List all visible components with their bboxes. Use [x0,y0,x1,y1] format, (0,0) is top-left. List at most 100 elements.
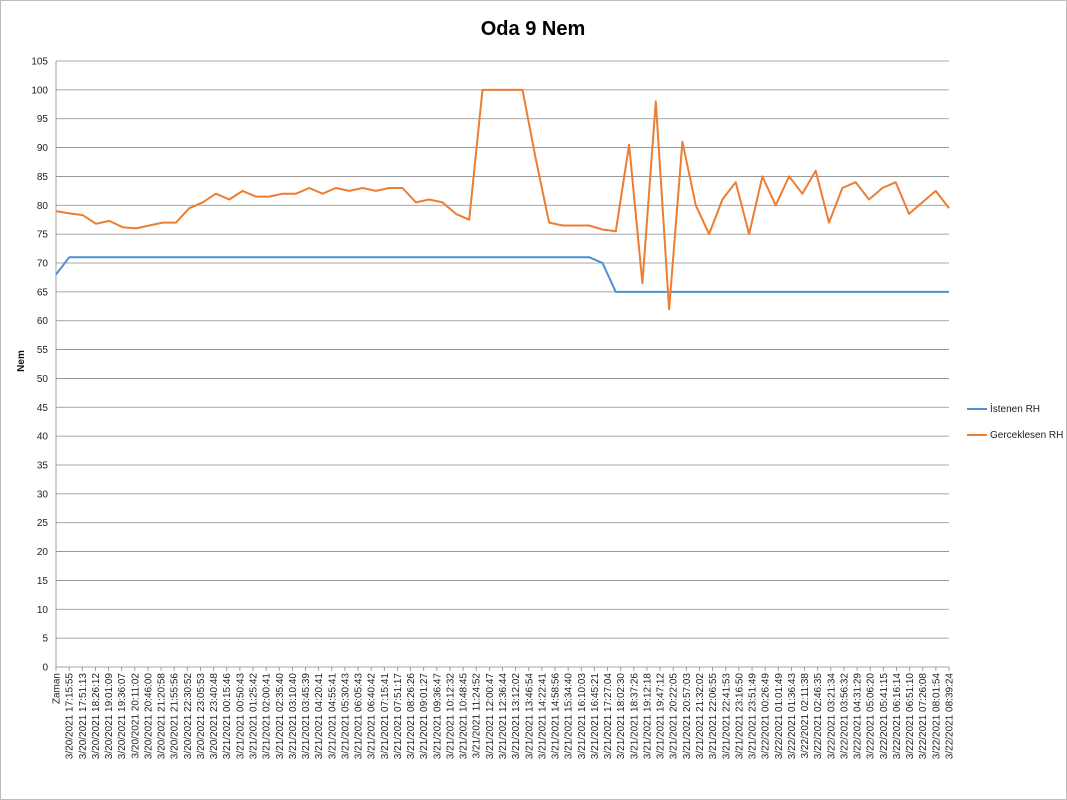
x-tick-label: 3/21/2021 12:00:47 [485,673,496,760]
y-tick-label: 65 [37,287,49,298]
y-tick-label: 80 [37,201,49,212]
x-tick-label: 3/20/2021 20:46:00 [143,673,154,760]
y-tick-label: 60 [37,316,49,327]
legend-label-istenen: İstenen RH [990,402,1040,415]
y-tick-label: 15 [37,576,49,587]
x-tick-label: 3/21/2021 11:24:52 [472,673,483,759]
x-tick-label: 3/22/2021 06:16:14 [892,673,903,760]
x-tick-label: 3/20/2021 18:26:12 [91,673,102,760]
y-tick-label: 0 [42,663,48,674]
x-tick-label: 3/21/2021 13:12:02 [511,673,522,760]
x-tick-label: 3/20/2021 21:20:58 [157,673,168,760]
x-tick-label: 3/21/2021 00:50:43 [235,673,246,760]
x-tick-label: 3/21/2021 00:15:46 [222,673,233,760]
x-tick-label: 3/22/2021 06:51:10 [905,673,916,760]
x-tick-label: 3/22/2021 07:26:08 [918,673,929,760]
y-tick-label: 50 [37,374,49,385]
x-tick-label: 3/22/2021 03:56:32 [839,673,850,760]
x-tick-label: 3/20/2021 22:30:52 [183,673,194,760]
x-tick-label: 3/21/2021 13:46:54 [524,673,535,760]
x-tick-label: 3/21/2021 06:05:43 [354,673,365,760]
x-tick-label: 3/21/2021 05:30:43 [340,673,351,760]
y-tick-label: 70 [37,259,49,270]
x-tick-label: 3/21/2021 23:51:49 [748,673,759,760]
x-tick-label: 3/21/2021 16:10:03 [577,673,588,760]
y-tick-label: 5 [42,634,48,645]
y-axis-ticks: 0 5 10 15 20 25 30 35 40 45 50 55 60 65 70 75 80 85 90 95 10… [31,57,48,674]
x-tick-label: 3/21/2021 20:22:05 [669,673,680,760]
y-tick-label: 85 [37,172,49,183]
y-tick-label: 105 [31,57,48,68]
x-tick-label: 3/20/2021 17:15:55 [65,673,76,760]
chart-title: Oda 9 Nem [481,18,585,40]
series-lines [55,88,950,311]
y-axis-label: Nem [16,350,27,372]
x-tick-label: 3/21/2021 04:20:41 [314,673,325,760]
x-tick-label: 3/21/2021 02:35:40 [275,673,286,760]
x-tick-label: 3/22/2021 00:26:49 [761,673,772,760]
x-tick-label: 3/20/2021 19:01:09 [104,673,115,760]
y-tick-label: 55 [37,345,49,356]
x-tick-label: 3/20/2021 19:36:07 [117,673,128,760]
x-tick-label: 3/21/2021 09:01:27 [419,673,430,760]
y-tick-label: 35 [37,461,49,472]
x-tick-label: 3/22/2021 03:21:34 [826,673,837,760]
x-tick-label: 3/20/2021 20:11:02 [130,673,141,759]
x-tick-label: 3/21/2021 19:12:18 [642,673,653,760]
x-tick-label: 3/21/2021 20:57:03 [682,673,693,760]
x-tick-label: 3/21/2021 14:58:56 [551,673,562,760]
x-tick-label: 3/22/2021 04:31:29 [853,673,864,760]
x-tick-label: 3/22/2021 02:11:38 [800,673,811,759]
x-tick-label: 3/21/2021 18:02:30 [616,673,627,760]
x-tick-label: 3/20/2021 21:55:56 [170,673,181,760]
x-tick-label: 3/21/2021 07:51:17 [393,673,404,760]
x-tick-label: 3/21/2021 04:55:41 [327,673,338,760]
x-tick-label: 3/22/2021 01:01:49 [774,673,785,760]
x-tick-label: 3/22/2021 05:06:20 [866,673,877,760]
x-tick-label: 3/20/2021 23:40:48 [209,673,220,760]
grid [55,60,949,668]
x-tick-label: 3/21/2021 03:45:39 [301,673,312,760]
x-tick-label: 3/22/2021 02:46:35 [813,673,824,760]
y-tick-label: 45 [37,403,49,414]
x-tick-label: 3/22/2021 08:01:54 [931,673,942,760]
y-tick-label: 10 [37,605,49,616]
x-tick-label: 3/21/2021 10:48:45 [459,673,470,760]
x-axis-ticks: Zaman 3/20/2021 17:15:55 3/20/2021 17:51:1… [52,667,956,759]
x-tick-label: 3/21/2021 06:40:42 [367,673,378,760]
x-tick-label: 3/21/2021 21:32:02 [695,673,706,760]
x-tick-label: 3/21/2021 02:00:41 [262,673,273,760]
series-line-gerceklesen-rh [55,88,950,311]
x-tick-label: 3/21/2021 22:41:53 [721,673,732,760]
x-tick-label: 3/21/2021 18:37:26 [629,673,640,760]
x-tick-label: 3/22/2021 08:39:24 [945,673,956,760]
y-tick-label: 25 [37,518,49,529]
y-tick-label: 100 [31,85,48,96]
x-tick-label: 3/21/2021 17:27:04 [603,673,614,760]
x-tick-label: 3/22/2021 01:36:43 [787,673,798,760]
x-tick-label: 3/21/2021 23:16:50 [734,673,745,760]
x-tick-label: 3/21/2021 19:47:12 [656,673,667,760]
x-tick-label: 3/21/2021 03:10:40 [288,673,299,760]
x-tick-label: 3/20/2021 23:05:53 [196,673,207,760]
x-tick-label: 3/21/2021 14:22:41 [537,673,548,760]
x-tick-label: 3/21/2021 16:45:21 [590,673,601,760]
y-tick-label: 40 [37,432,49,443]
x-tick-label: 3/21/2021 15:34:40 [564,673,575,760]
x-tick-label: 3/21/2021 12:36:44 [498,673,509,760]
x-tick-label: Zaman [52,673,63,704]
x-tick-label: 3/21/2021 22:06:55 [708,673,719,760]
y-tick-label: 20 [37,547,49,558]
x-tick-label: 3/21/2021 07:15:41 [380,673,391,760]
x-tick-label: 3/21/2021 01:25:42 [248,673,259,760]
y-tick-label: 75 [37,230,49,241]
legend-label-gerceklesen: Gerceklesen RH [990,430,1063,441]
x-tick-label: 3/20/2021 17:51:13 [78,673,89,760]
x-tick-label: 3/21/2021 08:26:26 [406,673,417,760]
x-tick-label: 3/22/2021 05:41:15 [879,673,890,760]
x-tick-label: 3/21/2021 10:12:32 [445,673,456,760]
y-tick-label: 30 [37,489,49,500]
legend: İstenen RH Gerceklesen RH [967,402,1063,441]
